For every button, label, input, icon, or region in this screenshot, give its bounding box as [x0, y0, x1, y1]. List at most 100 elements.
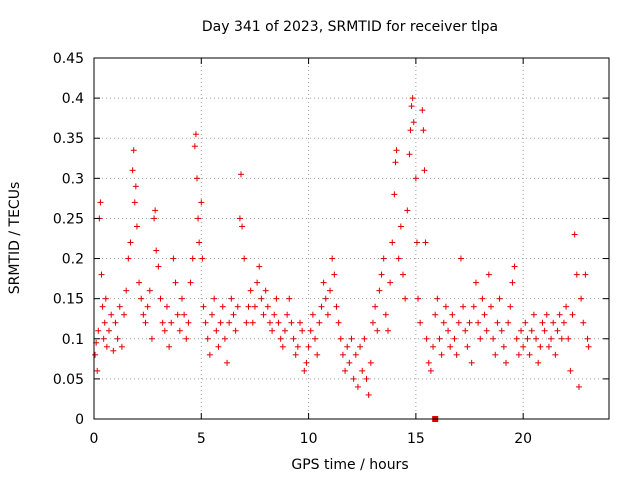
data-point — [339, 351, 346, 358]
data-point — [245, 303, 252, 310]
data-point — [273, 295, 280, 302]
data-point — [552, 351, 559, 358]
data-point — [412, 175, 419, 182]
x-tick-label: 5 — [197, 431, 206, 447]
data-point — [392, 159, 399, 166]
data-point — [477, 335, 484, 342]
data-point — [92, 351, 99, 358]
x-tick-label: 20 — [514, 431, 532, 447]
data-point — [500, 343, 507, 350]
data-point — [384, 327, 391, 334]
data-point — [217, 319, 224, 326]
data-point — [530, 311, 537, 318]
data-point — [176, 327, 183, 334]
data-point — [264, 303, 271, 310]
data-point — [151, 215, 158, 222]
data-point — [98, 271, 105, 278]
data-point — [136, 279, 143, 286]
data-point — [535, 359, 542, 366]
data-point — [331, 271, 338, 278]
data-point — [470, 303, 477, 310]
data-point — [277, 335, 284, 342]
data-point — [457, 255, 464, 262]
data-point — [556, 311, 563, 318]
y-tick-label: 0.35 — [53, 131, 84, 147]
data-point — [230, 311, 237, 318]
data-point — [367, 359, 374, 366]
data-point — [288, 319, 295, 326]
data-point — [202, 319, 209, 326]
data-point — [565, 335, 572, 342]
data-point — [483, 327, 490, 334]
data-point — [155, 263, 162, 270]
data-point — [200, 303, 207, 310]
data-point — [528, 327, 535, 334]
x-tick-label: 15 — [407, 431, 425, 447]
x-tick-label: 0 — [90, 431, 99, 447]
data-point — [127, 239, 134, 246]
data-point — [342, 367, 349, 374]
data-point — [541, 327, 548, 334]
data-point — [346, 359, 353, 366]
data-point — [387, 279, 394, 286]
data-point — [378, 271, 385, 278]
data-point — [509, 279, 516, 286]
data-point — [195, 215, 202, 222]
data-point — [374, 327, 381, 334]
data-point — [485, 271, 492, 278]
data-point — [275, 319, 282, 326]
data-point — [578, 295, 585, 302]
y-tick-label: 0.15 — [53, 292, 84, 308]
data-point — [211, 295, 218, 302]
data-point — [185, 319, 192, 326]
data-point — [494, 319, 501, 326]
data-point — [148, 335, 155, 342]
data-point — [312, 335, 319, 342]
data-point — [112, 319, 119, 326]
data-point — [453, 351, 460, 358]
y-tick-label: 0.2 — [62, 252, 84, 268]
data-point — [284, 311, 291, 318]
data-point — [110, 347, 117, 354]
data-point — [125, 255, 132, 262]
data-point — [97, 199, 104, 206]
data-point — [438, 351, 445, 358]
data-point — [585, 343, 592, 350]
data-point — [297, 319, 303, 326]
data-point — [543, 311, 550, 318]
data-point — [254, 279, 261, 286]
data-point — [410, 119, 417, 126]
data-point — [372, 303, 379, 310]
data-point — [316, 319, 323, 326]
data-point — [545, 343, 552, 350]
data-point — [102, 295, 109, 302]
data-point — [408, 103, 415, 110]
data-point — [189, 255, 196, 262]
data-point — [498, 327, 505, 334]
data-point — [133, 223, 140, 230]
data-point — [522, 319, 529, 326]
data-point — [335, 319, 342, 326]
data-point — [318, 303, 325, 310]
x-axis-label: GPS time / hours — [291, 457, 408, 473]
data-point — [116, 303, 123, 310]
data-point — [434, 295, 441, 302]
data-point — [460, 303, 467, 310]
plot-frame — [93, 57, 610, 420]
data-point — [196, 239, 203, 246]
data-point — [226, 319, 233, 326]
data-point — [249, 319, 256, 326]
data-point — [256, 263, 263, 270]
data-point — [582, 271, 589, 278]
data-point — [361, 335, 368, 342]
data-point — [389, 239, 396, 246]
data-point — [475, 319, 482, 326]
data-point — [354, 383, 361, 390]
data-point — [100, 335, 107, 342]
data-point — [269, 327, 276, 334]
data-point — [123, 287, 130, 294]
data-point — [286, 295, 293, 302]
data-point — [153, 247, 160, 254]
data-point — [449, 311, 456, 318]
data-point — [299, 327, 306, 334]
